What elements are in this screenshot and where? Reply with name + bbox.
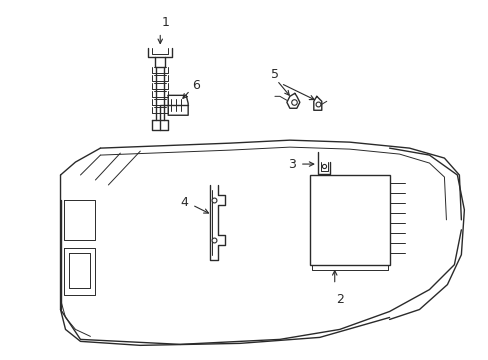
Text: 4: 4 bbox=[180, 197, 188, 210]
Text: 1: 1 bbox=[161, 15, 169, 28]
Text: 3: 3 bbox=[287, 158, 295, 171]
Bar bbox=[309, 175, 389, 265]
Text: 2: 2 bbox=[335, 293, 343, 306]
Text: 6: 6 bbox=[192, 79, 200, 92]
Text: 5: 5 bbox=[270, 68, 278, 81]
